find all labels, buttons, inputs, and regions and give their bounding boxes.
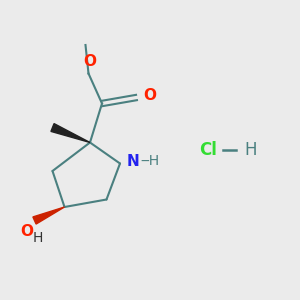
Polygon shape [33,207,64,224]
Polygon shape [51,124,90,142]
Text: H: H [244,141,256,159]
Text: N: N [127,154,140,169]
Text: O: O [83,54,97,69]
Text: O: O [143,88,156,104]
Text: O: O [20,224,33,238]
Text: H: H [33,231,43,245]
Text: Cl: Cl [200,141,217,159]
Text: ‒H: ‒H [140,154,160,168]
